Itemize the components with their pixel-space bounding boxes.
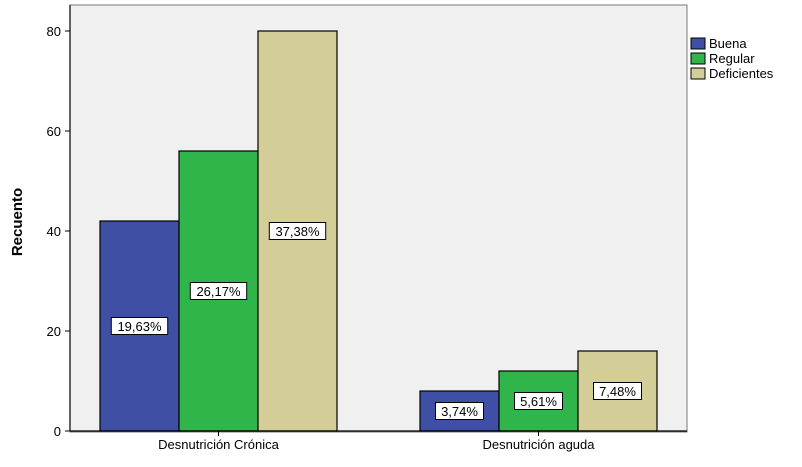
data-label-box bbox=[189, 282, 248, 300]
y-tick-label: 40 bbox=[47, 224, 61, 239]
y-tick-label: 0 bbox=[54, 424, 61, 439]
data-label: 7,48% bbox=[599, 384, 636, 399]
data-label: 37,38% bbox=[275, 224, 320, 239]
y-tick-label: 80 bbox=[47, 24, 61, 39]
data-label-box bbox=[435, 402, 484, 420]
data-label-box bbox=[268, 222, 327, 240]
legend-swatch-deficientes bbox=[690, 67, 706, 80]
data-label: 26,17% bbox=[196, 284, 241, 299]
axes-layer: Desnutrición Crónica Desnutrición aguda 0 2… bbox=[47, 5, 687, 452]
y-tick-label: 60 bbox=[47, 124, 61, 139]
legend-swatch-buena bbox=[690, 37, 706, 50]
legend-label-deficientes: Deficientes bbox=[709, 66, 774, 81]
x-tick-label: Desnutrición aguda bbox=[482, 437, 595, 452]
x-tick-label: Desnutrición Crónica bbox=[158, 437, 279, 452]
legend-label-buena: Buena bbox=[709, 36, 747, 51]
data-labels-layer: 19,63% 26,17% 37,38% 3,74% 5,61% 7,48% bbox=[110, 222, 642, 420]
data-label: 5,61% bbox=[520, 394, 557, 409]
data-label-box bbox=[593, 382, 642, 400]
data-label-box bbox=[110, 317, 169, 335]
data-label-box bbox=[514, 392, 563, 410]
legend-label-regular: Regular bbox=[709, 51, 755, 66]
data-label: 19,63% bbox=[117, 319, 162, 334]
y-tick-label: 20 bbox=[47, 324, 61, 339]
data-label: 3,74% bbox=[441, 404, 478, 419]
legend-swatch-regular bbox=[690, 52, 706, 65]
y-axis-title: Recuento bbox=[9, 188, 26, 256]
